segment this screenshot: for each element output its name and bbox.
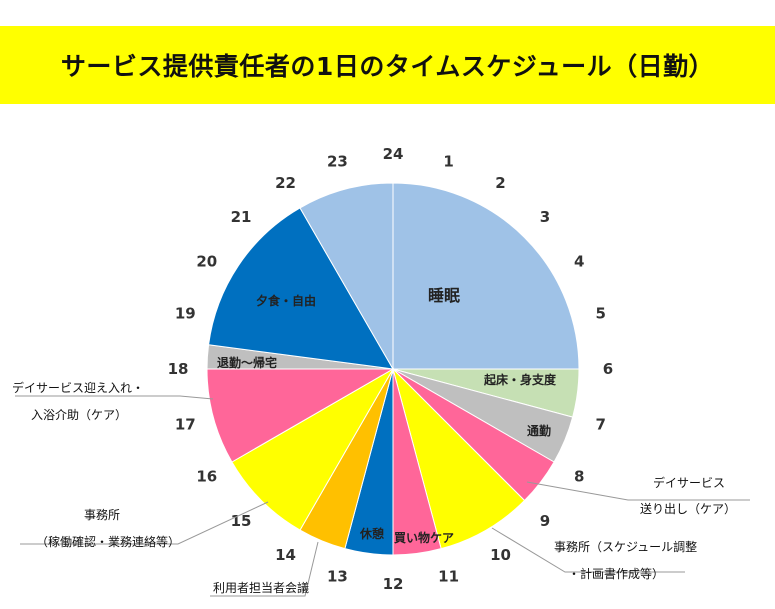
hour-tick-19: 19 — [175, 304, 196, 322]
hour-tick-4: 4 — [574, 253, 584, 271]
label-break: 休憩 — [359, 526, 384, 541]
pie-slice-0 — [392, 182, 580, 370]
hour-tick-10: 10 — [490, 546, 511, 564]
hour-tick-16: 16 — [196, 468, 217, 486]
title-band: サービス提供責任者の1日のタイムスケジュール（日勤） — [0, 26, 775, 104]
pie-slice-4 — [392, 367, 526, 550]
callout-meeting: 利用者担当者会議 — [213, 581, 309, 595]
pie-slice-12 — [299, 182, 394, 371]
hour-tick-7: 7 — [595, 416, 605, 434]
hour-tick-12: 12 — [383, 575, 404, 593]
hour-tick-14: 14 — [275, 546, 296, 564]
hour-tick-2: 2 — [495, 174, 505, 192]
hour-tick-5: 5 — [595, 304, 605, 322]
pie-slice-11 — [208, 207, 394, 370]
callout-send-2: 送り出し（ケア） — [640, 501, 736, 516]
hour-tick-11: 11 — [438, 568, 459, 586]
callout-receive-2: 入浴介助（ケア） — [31, 408, 127, 422]
pie-slice-8 — [231, 367, 395, 531]
label-wakeup: 起床・身支度 — [483, 372, 557, 387]
hour-tick-23: 23 — [327, 152, 348, 170]
hour-tick-21: 21 — [231, 208, 252, 226]
hour-tick-20: 20 — [196, 253, 217, 271]
hour-tick-8: 8 — [574, 468, 584, 486]
leader-line-receive — [15, 395, 214, 400]
hour-tick-3: 3 — [540, 208, 550, 226]
hour-tick-22: 22 — [275, 174, 296, 192]
hour-tick-24: 24 — [383, 145, 404, 163]
callout-office-confirm-2: （稼働確認・業務連絡等） — [36, 534, 180, 549]
hour-tick-9: 9 — [540, 512, 550, 530]
label-commute-home: 退勤～帰宅 — [217, 355, 277, 370]
callout-receive-1: デイサービス迎え入れ・ — [12, 380, 144, 395]
leader-line-office-schedule — [491, 527, 685, 573]
leader-line-office-confirm — [20, 501, 269, 545]
chart-title: サービス提供責任者の1日のタイムスケジュール（日勤） — [60, 52, 715, 81]
leader-line-send — [526, 481, 750, 501]
label-commute: 通勤 — [527, 423, 551, 438]
callout-office-schedule-2: ・計画書作成等） — [568, 566, 664, 581]
label-dinner: 夕食・自由 — [256, 293, 316, 308]
hour-tick-13: 13 — [327, 568, 348, 586]
hour-tick-17: 17 — [175, 416, 196, 434]
hour-tick-18: 18 — [168, 360, 189, 378]
label-sleep: 睡眠 — [428, 286, 460, 305]
leader-line-meeting — [210, 541, 319, 597]
pie-slice-9 — [206, 368, 395, 463]
callout-send-1: デイサービス — [653, 475, 725, 490]
callout-office-schedule-1: 事務所（スケジュール調整 — [554, 539, 697, 554]
label-shopping-care: 買い物ケア — [394, 530, 454, 545]
hour-tick-1: 1 — [443, 152, 453, 170]
callout-office-confirm-1: 事務所 — [84, 508, 120, 522]
hour-tick-6: 6 — [603, 360, 613, 378]
